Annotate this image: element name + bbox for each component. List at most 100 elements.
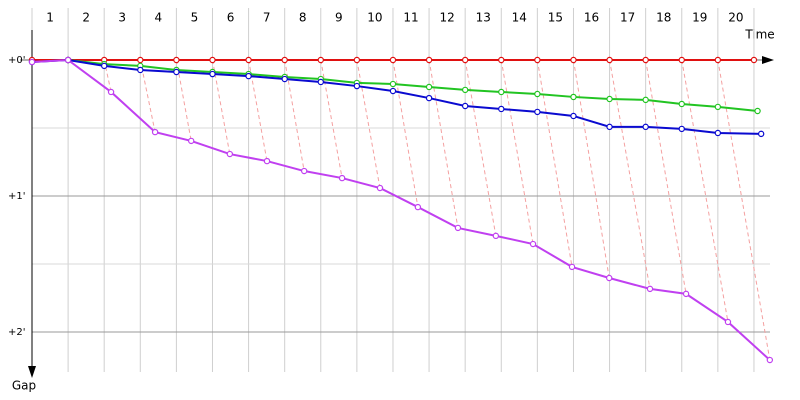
data-point	[300, 167, 308, 175]
x-tick-label: 3	[118, 11, 126, 25]
data-point	[317, 56, 324, 64]
data-point	[425, 94, 433, 102]
data-point	[151, 128, 159, 136]
data-point	[534, 90, 541, 98]
y-axis-arrow	[28, 366, 36, 378]
lap-connector	[428, 59, 459, 229]
x-tick-label: 6	[227, 11, 235, 25]
x-tick-label: 13	[476, 11, 491, 25]
x-tick-label: 9	[335, 11, 343, 25]
x-tick-label: 4	[155, 11, 163, 25]
data-point	[498, 88, 505, 96]
data-point	[757, 130, 765, 138]
lap-connector	[320, 59, 343, 179]
data-point	[724, 318, 732, 326]
data-point	[606, 95, 613, 103]
data-point	[678, 100, 685, 108]
data-point	[28, 58, 36, 66]
data-point	[281, 56, 288, 64]
data-point	[245, 72, 252, 80]
x-tick-label: 8	[299, 11, 307, 25]
lap-connector	[211, 59, 231, 155]
x-tick-label: 7	[263, 11, 271, 25]
data-point	[642, 123, 649, 131]
x-tick-label: 17	[620, 11, 635, 25]
lap-connector	[645, 59, 687, 294]
data-point	[766, 356, 774, 364]
data-point	[750, 56, 758, 64]
data-point	[606, 56, 613, 64]
data-point	[376, 184, 384, 192]
data-point	[317, 78, 324, 86]
data-point	[137, 56, 144, 64]
data-point	[570, 112, 577, 120]
lap-connector	[536, 59, 573, 267]
data-point	[606, 274, 613, 282]
data-point	[389, 80, 397, 88]
data-point	[353, 82, 361, 90]
y-axis-label: Gap	[12, 379, 36, 393]
data-point	[338, 174, 346, 182]
data-point	[492, 232, 500, 240]
series-line	[31, 58, 771, 361]
x-tick-label: 11	[403, 11, 418, 25]
lap-connector	[356, 59, 381, 189]
lap-connector	[464, 59, 497, 236]
data-point	[682, 290, 690, 298]
data-point	[606, 123, 613, 131]
data-point	[353, 56, 361, 64]
data-point	[245, 56, 252, 64]
x-tick-label: 16	[584, 11, 599, 25]
data-point	[568, 263, 576, 271]
lap-connector	[500, 59, 534, 245]
x-axis-label: Time	[744, 28, 774, 42]
x-tick-label: 14	[512, 11, 527, 25]
lap-connector	[284, 59, 305, 172]
lap-connector	[139, 59, 156, 133]
data-point	[642, 96, 649, 104]
data-point	[425, 83, 433, 91]
data-point	[714, 103, 722, 111]
data-point	[281, 75, 288, 83]
x-tick-label: 19	[692, 11, 707, 25]
data-point	[389, 56, 397, 64]
y-tick-label: +2'	[8, 327, 26, 338]
data-point	[534, 56, 541, 64]
data-point	[389, 87, 397, 95]
data-point	[64, 56, 72, 64]
lap-connector	[717, 59, 771, 361]
lap-connector	[572, 59, 610, 279]
y-tick-label: +1'	[8, 191, 26, 202]
data-point	[209, 56, 216, 64]
lap-connector	[392, 59, 419, 208]
x-tick-label: 15	[548, 11, 563, 25]
x-tick-label: 20	[728, 11, 743, 25]
y-tick-label: +0'	[8, 55, 26, 66]
lap-connector	[609, 59, 651, 289]
x-tick-label: 2	[82, 11, 90, 25]
data-point	[209, 70, 216, 78]
data-point	[173, 68, 180, 76]
data-point	[714, 56, 722, 64]
x-axis-arrow	[762, 56, 774, 64]
data-point	[570, 56, 577, 64]
data-point	[263, 157, 271, 165]
data-point	[461, 56, 469, 64]
data-point	[461, 86, 469, 94]
series-line	[67, 59, 758, 112]
data-point	[414, 203, 422, 211]
data-point	[187, 137, 195, 145]
x-tick-label: 18	[656, 11, 671, 25]
data-point	[714, 129, 722, 137]
lap-connector	[103, 59, 112, 93]
data-point	[529, 240, 537, 248]
data-point	[642, 56, 649, 64]
data-point	[498, 105, 505, 113]
data-point	[534, 108, 541, 116]
data-point	[226, 150, 234, 158]
data-point	[754, 107, 761, 115]
lap-connector	[681, 59, 729, 323]
data-point	[461, 102, 469, 110]
data-point	[570, 93, 577, 101]
